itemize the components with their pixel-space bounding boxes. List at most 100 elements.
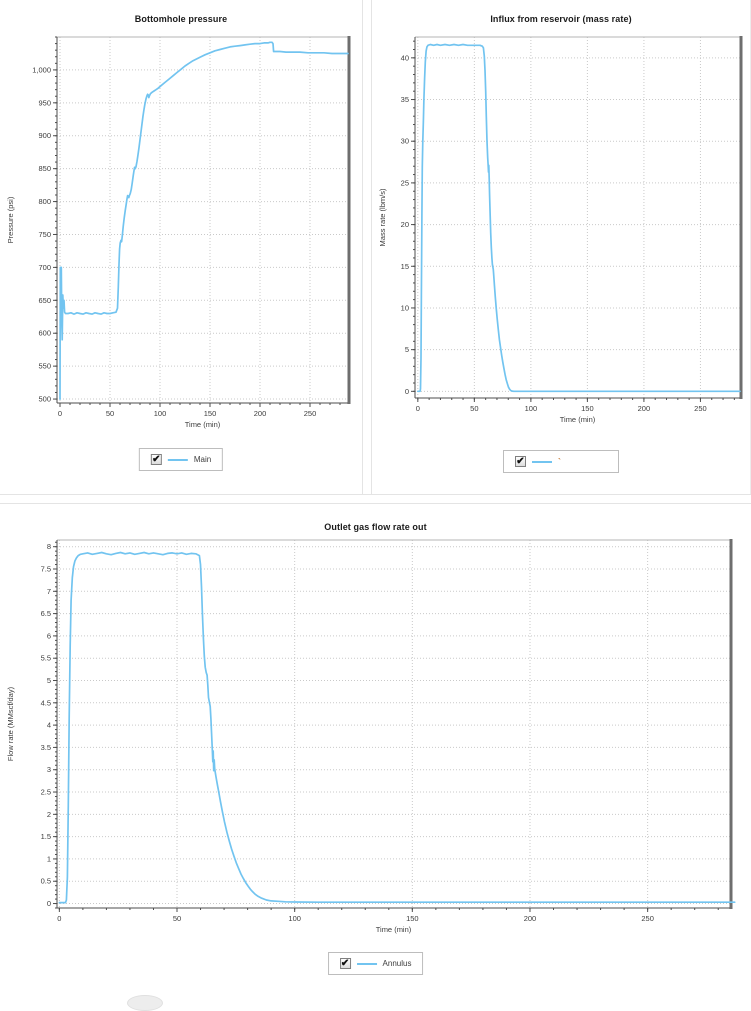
y-tick-label: 750 — [38, 230, 51, 239]
legend-label: ` — [558, 456, 561, 467]
y-tick-label: 0 — [47, 899, 51, 908]
series-color-swatch — [167, 458, 188, 461]
chart-title-influx: Influx from reservoir (mass rate) — [490, 14, 632, 24]
horizontal-splitter[interactable] — [0, 495, 751, 504]
outlet-gas-flow-panel: Outlet gas flow rate out 0 0.5 1 1.5 2 2.5 3 3.… — [0, 504, 751, 1000]
major-ticks — [411, 57, 701, 402]
minor-ticks — [55, 36, 341, 405]
major-ticks — [53, 546, 649, 912]
influx-mass-rate-plot: 0 5 10 15 20 25 30 35 40 0 50 100 150 200 250 Time (min… — [378, 36, 743, 424]
gridlines — [415, 37, 740, 398]
x-tick-label: 200 — [524, 914, 537, 923]
y-tick-label: 5 — [405, 345, 409, 354]
checkbox-checked-icon[interactable]: ✔ — [515, 455, 526, 467]
checkbox-checked-icon[interactable]: ✔ — [339, 957, 351, 969]
x-tick-label: 50 — [470, 404, 478, 413]
series-color-swatch — [356, 962, 377, 965]
y-axis-label: Flow rate (MMscf/day) — [6, 686, 15, 761]
legend-bottomhole-pressure: ✔ Main — [138, 448, 224, 471]
x-axis-label: Time (min) — [185, 420, 221, 429]
y-tick-label: 7 — [47, 587, 51, 596]
tick-labels: 0 5 10 15 20 25 30 35 40 0 50 100 150 200 250 — [401, 53, 707, 413]
y-tick-label: 7.5 — [41, 564, 51, 573]
influx-mass-rate-panel: Influx from reservoir (mass rate) 0 5 10 15… — [372, 0, 751, 494]
outlet-gas-flow-series-line — [58, 551, 736, 904]
y-tick-label: 1,000 — [32, 65, 51, 74]
y-tick-label: 6.5 — [41, 609, 51, 618]
x-tick-label: 100 — [525, 404, 538, 413]
influx-mass-rate-series-line — [416, 43, 741, 393]
y-tick-label: 900 — [38, 131, 51, 140]
y-axis-label: Mass rate (lbm/s) — [378, 188, 387, 246]
vertical-splitter[interactable] — [362, 0, 372, 494]
bottomhole-pressure-plot: 500 550 600 650 700 750 800 850 900 950 1,000 0 50 10… — [6, 36, 351, 429]
y-tick-label: 1.5 — [41, 832, 51, 841]
minor-ticks — [413, 40, 735, 400]
y-tick-label: 0.5 — [41, 877, 51, 886]
y-tick-label: 6 — [47, 631, 51, 640]
y-tick-label: 550 — [38, 362, 51, 371]
y-tick-label: 650 — [38, 296, 51, 305]
y-tick-label: 1 — [47, 854, 51, 863]
y-tick-label: 850 — [38, 164, 51, 173]
y-tick-label: 5 — [47, 676, 51, 685]
x-axis-label: Time (min) — [376, 925, 412, 934]
series-color-swatch — [532, 460, 552, 463]
tick-labels: 0 0.5 1 1.5 2 2.5 3 3.5 4 4.5 5 5.5 6 6.5 7 7.5 8 0 50 100 1… — [41, 542, 654, 923]
y-tick-label: 4 — [47, 721, 51, 730]
x-tick-label: 250 — [694, 404, 707, 413]
checkbox-checked-icon[interactable]: ✔ — [150, 453, 162, 465]
y-tick-label: 950 — [38, 98, 51, 107]
minor-ticks — [55, 541, 719, 910]
bottomhole-pressure-panel: Bottomhole pressure 500 550 600 650 700 750 80… — [0, 0, 362, 494]
legend-label: Main — [193, 455, 212, 464]
top-charts-row: Bottomhole pressure 500 550 600 650 700 750 80… — [0, 0, 751, 495]
x-tick-label: 250 — [304, 409, 317, 418]
chart-title-outlet-gas: Outlet gas flow rate out — [324, 522, 427, 532]
x-tick-label: 0 — [57, 914, 61, 923]
x-tick-label: 250 — [641, 914, 654, 923]
y-tick-label: 35 — [401, 95, 409, 104]
y-tick-label: 800 — [38, 197, 51, 206]
x-tick-label: 200 — [254, 409, 267, 418]
x-tick-label: 50 — [106, 409, 114, 418]
y-tick-label: 25 — [401, 178, 409, 187]
x-tick-label: 200 — [638, 404, 651, 413]
y-tick-label: 0 — [405, 387, 409, 396]
bottomhole-pressure-series-line — [59, 41, 349, 400]
x-axis-label: Time (min) — [560, 415, 596, 424]
gridlines — [57, 37, 348, 403]
y-tick-label: 40 — [401, 53, 409, 62]
y-tick-label: 10 — [401, 303, 409, 312]
y-tick-label: 4.5 — [41, 698, 51, 707]
outlet-gas-flow-plot: 0 0.5 1 1.5 2 2.5 3 3.5 4 4.5 5 5.5 6 6.5 7 7.5 8 0 50 100 1… — [6, 539, 736, 934]
x-tick-label: 150 — [204, 409, 217, 418]
x-tick-label: 100 — [288, 914, 301, 923]
y-tick-label: 2 — [47, 810, 51, 819]
x-tick-label: 100 — [154, 409, 167, 418]
y-tick-label: 700 — [38, 263, 51, 272]
x-tick-label: 150 — [581, 404, 594, 413]
chart-title-bottomhole-pressure: Bottomhole pressure — [134, 14, 228, 24]
x-tick-label: 50 — [173, 914, 181, 923]
legend-influx: ✔ ` — [503, 450, 619, 473]
y-tick-label: 2.5 — [41, 788, 51, 797]
y-tick-label: 3 — [47, 765, 51, 774]
major-ticks — [53, 69, 311, 407]
partial-circle-icon — [127, 995, 163, 1011]
gridlines — [57, 540, 730, 908]
x-tick-label: 150 — [406, 914, 419, 923]
legend-label: Annulus — [382, 959, 412, 968]
y-tick-label: 8 — [47, 542, 51, 551]
tick-labels: 500 550 600 650 700 750 800 850 900 950 1,000 0 50 10… — [32, 65, 316, 418]
y-tick-label: 600 — [38, 329, 51, 338]
x-tick-label: 0 — [416, 404, 420, 413]
x-tick-label: 0 — [58, 409, 62, 418]
y-tick-label: 3.5 — [41, 743, 51, 752]
legend-outlet-gas: ✔ Annulus — [327, 952, 424, 975]
y-tick-label: 20 — [401, 220, 409, 229]
y-tick-label: 5.5 — [41, 654, 51, 663]
y-tick-label: 30 — [401, 137, 409, 146]
y-axis-label: Pressure (psi) — [6, 196, 15, 243]
